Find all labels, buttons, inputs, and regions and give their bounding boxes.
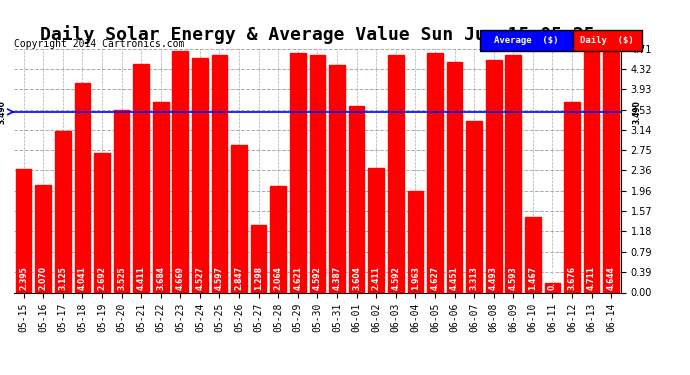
Text: Copyright 2014 Cartronics.com: Copyright 2014 Cartronics.com [14,39,184,49]
Bar [153,102,168,292]
Text: 4.644: 4.644 [607,266,615,290]
Bar [525,217,541,292]
Bar [114,110,129,292]
Text: 4.621: 4.621 [293,266,302,290]
Text: 2.064: 2.064 [274,266,283,290]
Bar [506,55,521,292]
Text: 4.493: 4.493 [489,266,498,290]
Bar [231,145,247,292]
Bar [55,131,70,292]
Text: 1.963: 1.963 [411,266,420,290]
Text: 4.592: 4.592 [391,266,400,290]
Text: 4.387: 4.387 [333,266,342,290]
Bar [329,66,345,292]
Text: 1.298: 1.298 [254,266,263,290]
Bar [212,55,227,292]
Text: 3.684: 3.684 [156,266,165,290]
Bar [408,191,423,292]
Text: 2.692: 2.692 [97,266,106,290]
Text: 2.070: 2.070 [39,266,48,290]
Bar [290,53,306,292]
Bar [544,283,560,292]
Text: 3.490: 3.490 [632,100,641,124]
Bar [16,168,32,292]
Text: 1.467: 1.467 [529,266,538,290]
Bar [250,225,266,292]
Bar [133,64,149,292]
Text: 4.711: 4.711 [587,266,596,290]
Bar [310,55,325,292]
Bar [446,62,462,292]
Text: 4.041: 4.041 [78,266,87,290]
Text: 3.490: 3.490 [0,100,6,124]
Text: 4.593: 4.593 [509,266,518,290]
Text: Average  ($): Average ($) [494,36,558,45]
Bar [94,153,110,292]
Text: 4.411: 4.411 [137,266,146,290]
Text: 4.451: 4.451 [450,266,459,290]
Text: 4.627: 4.627 [431,266,440,290]
Bar [388,55,404,292]
Text: 2.847: 2.847 [235,266,244,290]
Text: 3.525: 3.525 [117,266,126,290]
Text: 3.125: 3.125 [58,266,67,290]
Bar [564,102,580,292]
Bar [348,106,364,292]
Text: Daily  ($): Daily ($) [580,36,634,45]
Text: 4.592: 4.592 [313,266,322,290]
Title: Daily Solar Energy & Average Value Sun Jun 15 05:25: Daily Solar Energy & Average Value Sun J… [40,26,595,44]
Text: 2.411: 2.411 [372,266,381,290]
Bar [172,51,188,292]
Text: 0.183: 0.183 [548,266,557,290]
Bar [368,168,384,292]
Bar [35,185,51,292]
Bar [427,53,443,292]
Bar [603,52,619,292]
Text: 3.313: 3.313 [470,266,479,290]
Bar [270,186,286,292]
Text: 3.676: 3.676 [568,266,577,290]
Text: 4.597: 4.597 [215,266,224,290]
Text: 3.604: 3.604 [352,266,361,290]
Bar [466,121,482,292]
Text: 4.527: 4.527 [195,266,204,290]
Bar [75,83,90,292]
Bar [486,60,502,292]
Text: 4.669: 4.669 [176,266,185,290]
Text: 2.395: 2.395 [19,266,28,290]
Bar [192,58,208,292]
Bar [584,49,600,292]
